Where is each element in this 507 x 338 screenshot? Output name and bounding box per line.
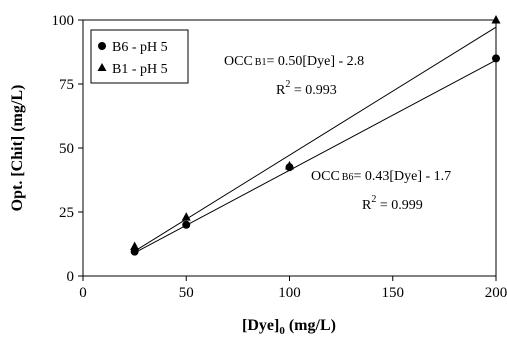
data-point-b1 bbox=[181, 212, 191, 221]
equation-b1: OCC B1= 0.50[Dye] - 2.8 bbox=[224, 54, 364, 69]
legend-label-b1: B1 - pH 5 bbox=[112, 62, 168, 77]
data-point-b6 bbox=[492, 54, 500, 63]
data-point-b1 bbox=[130, 241, 140, 251]
legend-marker-triangle bbox=[97, 63, 107, 71]
x-tick-label: 200 bbox=[485, 285, 507, 301]
fit-line-b6 bbox=[134, 59, 497, 254]
x-tick-label: 50 bbox=[179, 285, 194, 301]
y-tick-label: 50 bbox=[59, 141, 74, 157]
y-tick-label: 100 bbox=[52, 13, 75, 29]
equation-b6: OCC B6= 0.43[Dye] - 1.7 bbox=[311, 169, 451, 184]
legend-box bbox=[90, 29, 189, 84]
fit-line-b1 bbox=[134, 26, 497, 252]
equation-b6-text: = 0.43[Dye] - 1.7 bbox=[353, 169, 451, 184]
r2-b6: R2 = 0.999 bbox=[362, 194, 423, 213]
equation-b1-sub: B1 bbox=[255, 57, 267, 68]
legend: B6 - pH 5 B1 - pH 5 bbox=[90, 29, 189, 84]
data-point-b1 bbox=[491, 15, 501, 24]
equation-b6-prefix: OCC bbox=[311, 169, 340, 184]
fit-lines bbox=[134, 26, 497, 254]
r2-b1-text: = 0.993 bbox=[290, 83, 336, 98]
x-axis-ticks: 0 50 100 150 200 bbox=[79, 276, 507, 301]
equation-b1-prefix: OCC bbox=[224, 54, 253, 69]
data-points bbox=[130, 15, 501, 256]
r2-b6-sup: 2 bbox=[371, 194, 376, 205]
x-axis-label-unit: (mg/L) bbox=[285, 317, 336, 334]
r2-b1-prefix: R bbox=[276, 83, 286, 98]
r2-b1: R2 = 0.993 bbox=[276, 79, 337, 98]
r2-b6-text: = 0.999 bbox=[376, 198, 422, 213]
equation-b1-text: = 0.50[Dye] - 2.8 bbox=[266, 54, 364, 69]
x-axis-label-sub: 0 bbox=[279, 325, 285, 337]
x-tick-label: 0 bbox=[79, 285, 87, 301]
x-tick-label: 150 bbox=[382, 285, 405, 301]
x-axis-label-main: [Dye] bbox=[242, 317, 279, 334]
x-tick-label: 100 bbox=[278, 285, 301, 301]
y-axis-ticks: 0 25 50 75 100 bbox=[52, 13, 83, 285]
r2-b1-sup: 2 bbox=[285, 79, 290, 90]
r2-b6-prefix: R bbox=[362, 198, 372, 213]
x-axis-label: [Dye]0 (mg/L) bbox=[242, 317, 336, 337]
data-point-b1 bbox=[285, 160, 294, 170]
data-point-b6 bbox=[182, 220, 191, 229]
equation-b6-sub: B6 bbox=[342, 172, 354, 183]
y-tick-label: 25 bbox=[59, 205, 74, 221]
y-tick-label: 75 bbox=[59, 77, 74, 93]
legend-marker-circle bbox=[98, 42, 106, 50]
y-axis-label: Opt. [Chit] (mg/L) bbox=[9, 85, 26, 212]
legend-label-b6: B6 - pH 5 bbox=[112, 40, 168, 55]
y-tick-label: 0 bbox=[67, 269, 75, 285]
